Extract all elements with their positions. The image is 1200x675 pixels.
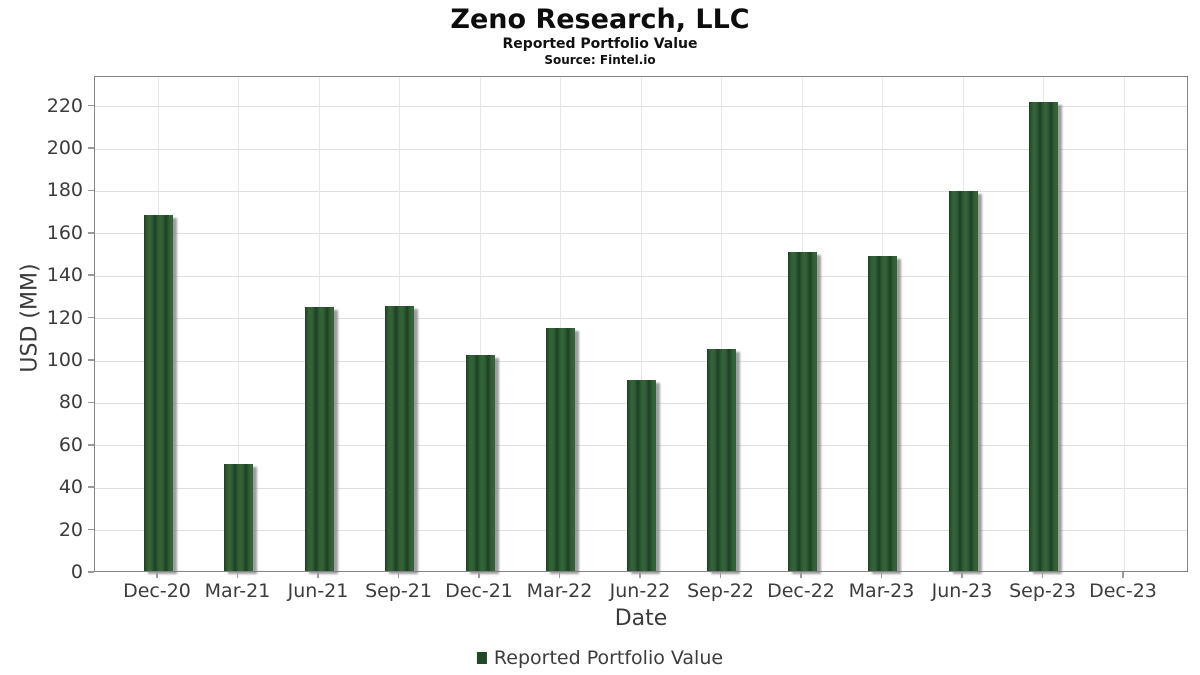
y-tick-label: 200 — [46, 137, 83, 160]
y-tick-label: 60 — [58, 433, 83, 456]
y-tick-label: 40 — [58, 476, 83, 499]
x-tick-mark — [880, 572, 883, 578]
y-tick-mark — [88, 359, 94, 361]
bar-Dec-21 — [465, 354, 495, 572]
bar-Dec-20 — [143, 214, 173, 572]
y-tick-label: 120 — [46, 306, 83, 329]
chart-source-note: Source: Fintel.io — [544, 53, 656, 67]
v-gridline — [560, 77, 561, 571]
x-tick-mark — [317, 572, 319, 578]
x-tick-label-Mar-23: Mar-23 — [848, 580, 915, 602]
x-tick-label-Mar-22: Mar-22 — [526, 580, 593, 602]
y-tick-mark — [88, 104, 94, 107]
legend-label: Reported Portfolio Value — [493, 647, 724, 669]
x-tick-mark — [156, 572, 158, 578]
y-tick-mark — [88, 444, 94, 446]
y-tick-mark — [88, 232, 94, 234]
bar-Dec-22 — [787, 251, 817, 572]
x-tick-label-Dec-21: Dec-21 — [445, 580, 513, 602]
y-tick-mark — [88, 528, 94, 531]
x-tick-mark — [719, 572, 722, 578]
y-tick-label: 20 — [58, 518, 83, 541]
v-gridline — [1123, 77, 1125, 571]
bar-Sep-21 — [385, 305, 414, 572]
y-tick-mark — [88, 274, 94, 276]
x-tick-label-Dec-22: Dec-22 — [767, 580, 835, 602]
x-axis-label: Date — [614, 606, 668, 631]
v-gridline — [479, 77, 481, 571]
bar-Sep-23 — [1029, 102, 1058, 572]
y-tick-label: 180 — [46, 179, 83, 202]
x-tick-mark — [397, 572, 400, 578]
y-tick-mark — [88, 486, 94, 488]
v-gridline — [721, 77, 722, 571]
bar-Mar-23 — [868, 256, 897, 572]
bar-Jun-22 — [626, 380, 656, 572]
x-tick-mark — [800, 572, 802, 578]
x-tick-label-Sep-21: Sep-21 — [365, 580, 432, 602]
y-tick-mark — [88, 189, 94, 192]
x-tick-mark — [1122, 572, 1124, 578]
y-tick-label: 140 — [46, 264, 83, 287]
bar-Jun-21 — [304, 306, 334, 572]
x-tick-mark — [1041, 572, 1044, 578]
x-tick-mark — [236, 572, 239, 578]
bar-Mar-21 — [224, 463, 253, 572]
x-tick-mark — [478, 572, 480, 578]
x-tick-mark — [558, 572, 561, 578]
y-tick-mark — [88, 571, 94, 573]
legend: Reported Portfolio Value — [476, 647, 724, 669]
plot-area — [94, 76, 1188, 572]
x-tick-label-Dec-20: Dec-20 — [123, 580, 191, 602]
y-tick-label: 220 — [46, 94, 83, 117]
y-tick-label: 0 — [70, 561, 83, 583]
y-tick-mark — [88, 316, 94, 319]
x-tick-label-Sep-23: Sep-23 — [1009, 580, 1076, 602]
x-tick-label-Jun-21: Jun-21 — [287, 580, 349, 602]
chart-title: Zeno Research, LLC — [450, 4, 750, 35]
legend-marker-icon — [476, 652, 487, 664]
y-tick-mark — [88, 401, 94, 404]
v-gridline — [238, 77, 239, 571]
v-gridline — [640, 77, 642, 571]
x-tick-label-Dec-23: Dec-23 — [1089, 580, 1157, 602]
chart-subtitle: Reported Portfolio Value — [502, 36, 698, 52]
x-tick-label-Sep-22: Sep-22 — [687, 580, 754, 602]
bar-Jun-23 — [948, 191, 978, 572]
y-tick-mark — [88, 147, 94, 149]
y-tick-label: 80 — [58, 391, 83, 414]
x-tick-label-Mar-21: Mar-21 — [204, 580, 271, 602]
x-tick-label-Jun-22: Jun-22 — [609, 580, 671, 602]
bar-Mar-22 — [546, 328, 575, 572]
bar-Sep-22 — [707, 349, 736, 572]
x-tick-mark — [961, 572, 963, 578]
x-tick-label-Jun-23: Jun-23 — [931, 580, 993, 602]
y-axis-label: USD (MM) — [17, 263, 43, 373]
y-tick-label: 100 — [46, 349, 83, 372]
x-tick-mark — [639, 572, 641, 578]
y-tick-label: 160 — [46, 221, 83, 244]
